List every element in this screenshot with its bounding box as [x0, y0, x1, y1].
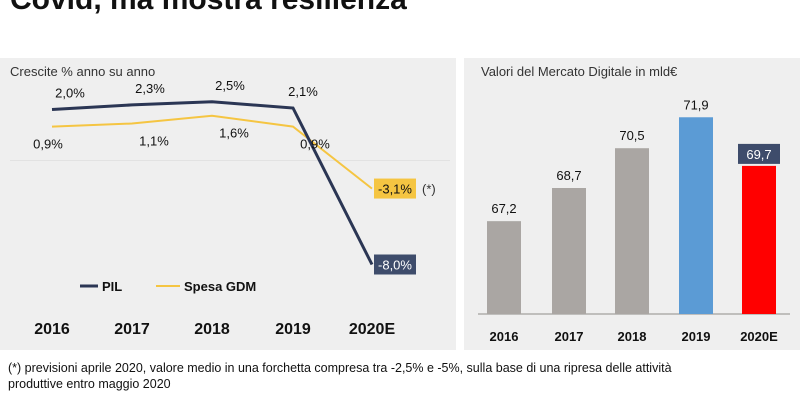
bar-2019	[679, 117, 713, 314]
annotation-asterisk: (*)	[422, 182, 436, 197]
data-label-spesa-2018: 1,6%	[219, 126, 249, 141]
x-tick-label-bar-2020E: 2020E	[740, 329, 778, 344]
bar-2020E	[742, 165, 776, 314]
data-label-pil-2020E: -8,0%	[378, 258, 412, 273]
data-label-spesa-2019: 0,9%	[300, 137, 330, 152]
legend-label-pil: PIL	[102, 279, 122, 294]
bar-chart: 67,2 2016 68,7 2017 70,5 2018 71,9 2019 69,7 2020…	[478, 97, 790, 344]
series-line-spesa-gdm	[51, 114, 373, 190]
data-label-spesa-2016: 0,9%	[33, 137, 63, 152]
data-label-box-spesa-2020E	[374, 178, 416, 199]
data-label-bar-2016: 67,2	[491, 201, 516, 216]
x-tick-label-2020E: 2020E	[349, 321, 396, 338]
data-label-pil-2016: 2,0%	[55, 86, 85, 101]
bar-chart-title: Valori del Mercato Digitale in mld€	[481, 64, 678, 79]
data-label-pil-2018: 2,5%	[215, 78, 245, 93]
line-chart: 2,0% 2,3% 2,5% 2,1% -8,0% 0,9% 1,1% 1,6% 0,9% -3,…	[10, 78, 450, 338]
series-line-pil	[51, 100, 374, 266]
bar-2017	[552, 188, 586, 314]
data-label-spesa-2017: 1,1%	[139, 133, 169, 148]
data-label-pil-2019: 2,1%	[288, 84, 318, 99]
bar-2018	[615, 148, 649, 314]
data-label-bar-2020E: 69,7	[746, 147, 771, 162]
legend-label-spesa-gdm: Spesa GDM	[184, 279, 256, 294]
data-label-pil-2017: 2,3%	[135, 81, 165, 96]
footnote: (*) previsioni aprile 2020, valore medio…	[8, 361, 672, 391]
x-tick-label-bar-2017: 2017	[555, 329, 584, 344]
x-tick-label-bar-2018: 2018	[618, 329, 647, 344]
page-title: Covid, ma mostra resilienza	[10, 0, 407, 20]
data-label-box-pil-2020E	[374, 254, 416, 275]
title-line-2: Covid, ma mostra resilienza	[10, 0, 407, 16]
x-tick-label-bar-2019: 2019	[682, 329, 711, 344]
data-label-bar-2017: 68,7	[556, 168, 581, 183]
data-label-spesa-2020E: -3,1%	[378, 182, 412, 197]
bar-2016	[487, 221, 521, 314]
data-label-bar-2018: 70,5	[619, 128, 644, 143]
data-label-box-bar-2020E	[738, 143, 780, 164]
line-chart-title: Crescite % anno su anno	[10, 64, 156, 79]
x-tick-label-bar-2016: 2016	[490, 329, 519, 344]
data-label-bar-2019: 71,9	[683, 97, 708, 112]
x-tick-label-2018: 2018	[194, 321, 230, 338]
x-tick-label-2019: 2019	[275, 321, 311, 338]
x-tick-label-2016: 2016	[34, 321, 70, 338]
x-tick-label-2017: 2017	[114, 321, 150, 338]
